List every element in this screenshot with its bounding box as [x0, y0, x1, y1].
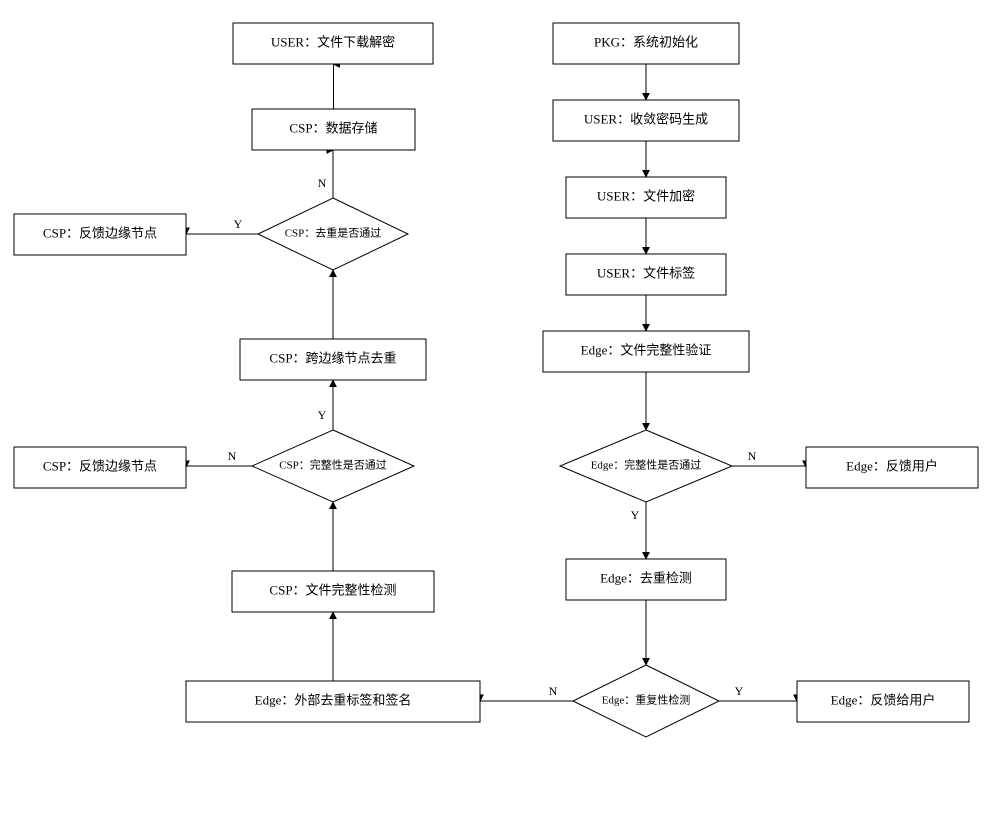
edge-label-n_csp_dedup_q-n_csp_store: N [318, 176, 327, 190]
n_edge_dedup: Edge：去重检测 [566, 559, 726, 600]
flowchart-canvas: N Y Y N N Y Y N USER：文件下载解密 CSP：数据存储 CSP：去重是否通过 CSP… [0, 0, 1000, 814]
n_edge_tag-label: Edge：外部去重标签和签名 [255, 692, 412, 707]
n_csp_dedup_q-label: CSP：去重是否通过 [285, 226, 382, 240]
nodes-layer: USER：文件下载解密 CSP：数据存储 CSP：去重是否通过 CSP：反馈边缘节点 C… [14, 23, 978, 737]
n_user_sig-label: USER：文件标签 [597, 265, 695, 280]
n_user_dl: USER：文件下载解密 [233, 23, 433, 64]
n_csp_fb1-label: CSP：反馈边缘节点 [43, 225, 157, 240]
n_edge_dedup-label: Edge：去重检测 [600, 570, 692, 585]
n_csp_cross: CSP：跨边缘节点去重 [240, 339, 426, 380]
edge-n_edge_dup_q-n_edge_fb2 [719, 701, 797, 702]
n_pkg_init: PKG：系统初始化 [553, 23, 739, 64]
n_csp_store: CSP：数据存储 [252, 109, 415, 150]
n_csp_check: CSP：文件完整性检测 [232, 571, 434, 612]
n_csp_int_q: CSP：完整性是否通过 [252, 430, 414, 502]
n_edge_int_q-label: Edge：完整性是否通过 [591, 458, 702, 472]
n_user_dl-label: USER：文件下载解密 [271, 34, 395, 49]
n_user_enc: USER：文件加密 [566, 177, 726, 218]
n_edge_ver-label: Edge：文件完整性验证 [581, 342, 712, 357]
n_user_pw: USER：收敛密码生成 [553, 100, 739, 141]
edge-n_csp_dedup_q-n_csp_store [333, 150, 334, 198]
edge-n_edge_dup_q-n_edge_tag [480, 701, 573, 702]
n_edge_fb2: Edge：反馈给用户 [797, 681, 969, 722]
n_edge_int_q: Edge：完整性是否通过 [560, 430, 732, 502]
n_csp_check-label: CSP：文件完整性检测 [269, 582, 396, 597]
n_edge_tag: Edge：外部去重标签和签名 [186, 681, 480, 722]
n_edge_fb1: Edge：反馈用户 [806, 447, 978, 488]
n_csp_fb2-label: CSP：反馈边缘节点 [43, 458, 157, 473]
n_edge_ver: Edge：文件完整性验证 [543, 331, 749, 372]
n_edge_fb2-label: Edge：反馈给用户 [831, 692, 936, 707]
n_csp_fb2: CSP：反馈边缘节点 [14, 447, 186, 488]
edge-label-n_edge_dup_q-n_edge_fb2: Y [735, 684, 744, 698]
edge-label-n_edge_dup_q-n_edge_tag: N [549, 684, 558, 698]
edge-label-n_csp_dedup_q-n_csp_fb1: Y [234, 217, 243, 231]
n_csp_cross-label: CSP：跨边缘节点去重 [269, 350, 396, 365]
edge-n_csp_dedup_q-n_csp_fb1 [186, 234, 258, 235]
n_pkg_init-label: PKG：系统初始化 [594, 34, 698, 49]
edge-n_csp_store-n_user_dl [333, 64, 334, 109]
edge-label-n_edge_int_q-n_edge_dedup: Y [631, 508, 640, 522]
n_csp_int_q-label: CSP：完整性是否通过 [279, 458, 387, 472]
edge-n_edge_int_q-n_edge_fb1 [732, 466, 806, 468]
edge-n_csp_int_q-n_csp_fb2 [186, 466, 252, 468]
edge-label-n_csp_int_q-n_csp_fb2: N [228, 449, 237, 463]
n_user_pw-label: USER：收敛密码生成 [584, 111, 708, 126]
edge-label-n_csp_int_q-n_csp_cross: Y [318, 408, 327, 422]
n_user_sig: USER：文件标签 [566, 254, 726, 295]
n_edge_dup_q: Edge：重复性检测 [573, 665, 719, 737]
n_edge_dup_q-label: Edge：重复性检测 [602, 693, 691, 707]
edge-label-n_edge_int_q-n_edge_fb1: N [748, 449, 757, 463]
n_csp_fb1: CSP：反馈边缘节点 [14, 214, 186, 255]
n_csp_store-label: CSP：数据存储 [289, 120, 377, 135]
n_user_enc-label: USER：文件加密 [597, 188, 695, 203]
n_csp_dedup_q: CSP：去重是否通过 [258, 198, 408, 270]
n_edge_fb1-label: Edge：反馈用户 [846, 458, 938, 473]
